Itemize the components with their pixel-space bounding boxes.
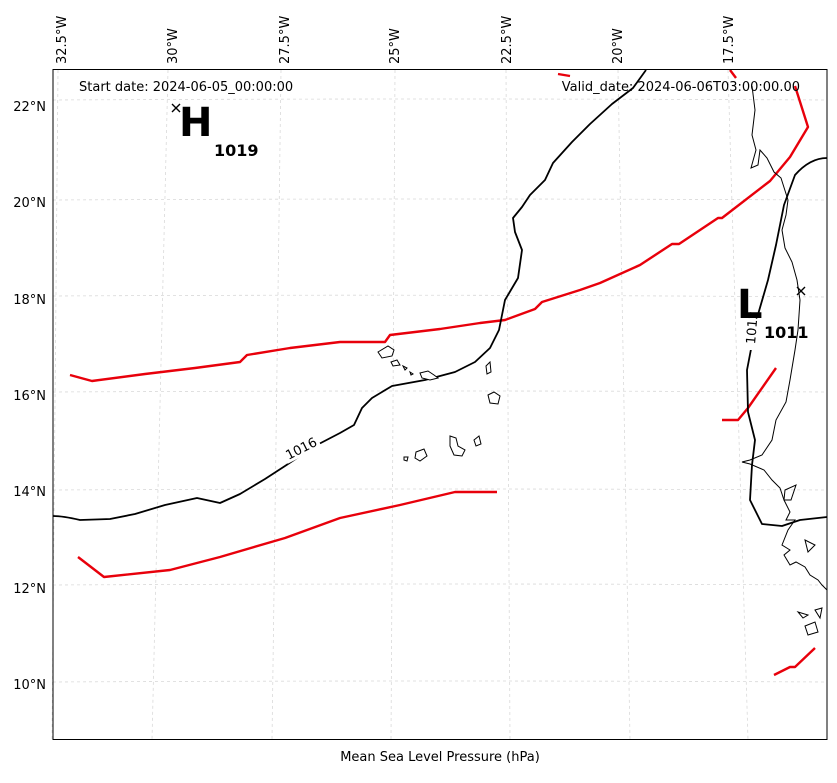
- isobar-label-1012: 1012: [744, 311, 762, 345]
- coastline: [741, 85, 828, 636]
- red-contour-east: [722, 367, 777, 422]
- lon-label: 30°W: [166, 28, 181, 64]
- lat-label: 20°N: [13, 196, 46, 211]
- lat-label: 18°N: [13, 293, 46, 308]
- lon-label: 27.5°W: [278, 16, 293, 64]
- low-marker-x: [796, 286, 806, 296]
- start-date-label: Start date: 2024-06-05_00:00:00: [79, 80, 293, 95]
- island-sao-nicolau: [419, 370, 440, 381]
- isobar-lines: [52, 69, 828, 527]
- island-boa-vista: [487, 391, 501, 405]
- latitude-labels: 22°N 20°N 18°N 16°N 14°N 12°N 10°N: [13, 100, 46, 693]
- valid-date-label: Valid_date: 2024-06-06T03:00:00.00: [562, 80, 800, 95]
- lat-label: 16°N: [13, 389, 46, 404]
- lat-label: 10°N: [13, 678, 46, 693]
- center-markers: [171, 103, 806, 296]
- red-contour-south: [773, 647, 816, 677]
- map-frame: [52, 69, 828, 740]
- africa-coast: [741, 85, 828, 591]
- high-value: 1019: [214, 141, 259, 160]
- island-sal: [485, 360, 492, 375]
- graticule: [51, 69, 828, 741]
- lon-label: 25°W: [388, 28, 403, 64]
- lon-label: 20°W: [611, 28, 626, 64]
- high-symbol: H: [179, 100, 212, 146]
- lat-label: 12°N: [13, 582, 46, 597]
- red-contour-upper: [69, 85, 810, 383]
- lon-label: 32.5°W: [55, 16, 70, 64]
- lon-label: 22.5°W: [500, 16, 515, 64]
- low-symbol: L: [737, 282, 763, 328]
- isobar-1016: [52, 69, 647, 521]
- island-santiago: [449, 435, 466, 457]
- island-santo-antao: [377, 345, 395, 359]
- isobar-1012: [746, 157, 828, 527]
- lat-label: 22°N: [13, 100, 46, 115]
- red-contour-top: [557, 72, 571, 78]
- island-maio: [473, 435, 482, 447]
- high-marker-x: [171, 103, 181, 113]
- map-caption: Mean Sea Level Pressure (hPa): [340, 750, 540, 765]
- island-fogo: [414, 448, 428, 462]
- longitude-labels: 32.5°W 30°W 27.5°W 25°W 22.5°W 20°W 17.5…: [55, 16, 737, 64]
- island-sao-vicente: [390, 359, 401, 367]
- highlight-contours: [69, 69, 816, 677]
- lon-label: 17.5°W: [722, 16, 737, 64]
- red-contour-lower: [77, 490, 497, 579]
- red-contour-corner: [729, 69, 737, 79]
- low-value: 1011: [764, 323, 809, 342]
- islands: [377, 345, 501, 462]
- lat-label: 14°N: [13, 485, 46, 500]
